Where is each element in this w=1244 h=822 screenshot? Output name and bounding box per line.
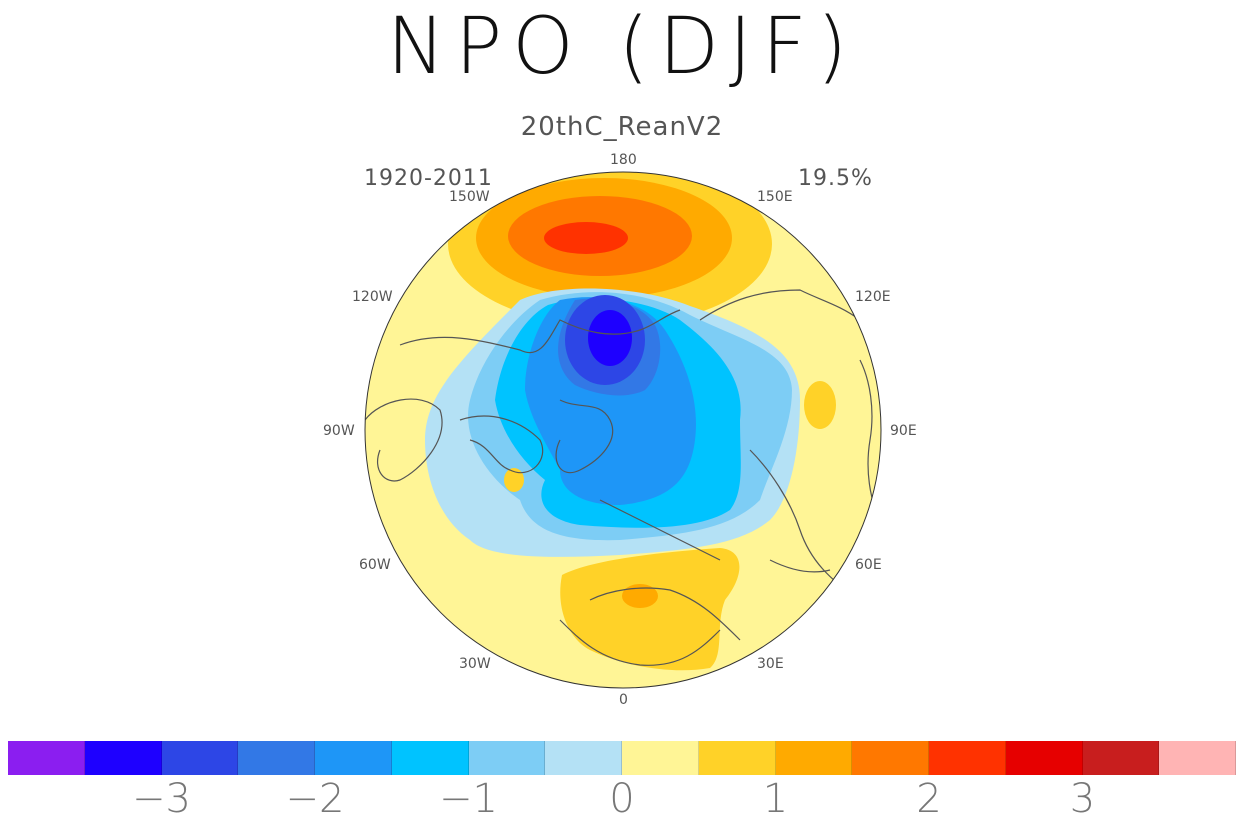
color-bar-box	[161, 741, 239, 775]
lon-label-60w: 60W	[359, 557, 391, 573]
figure-subtitle: 20thC_ReanV2	[520, 112, 724, 142]
color-bar-box	[545, 741, 622, 775]
color-bar-box	[1159, 741, 1236, 775]
color-bar-box	[622, 741, 699, 775]
lon-label-150e: 150E	[757, 189, 793, 205]
lon-label-180: 180	[610, 152, 637, 168]
figure-title: NPO (DJF)	[386, 2, 858, 92]
polar-map	[364, 171, 882, 689]
lon-label-90w: 90W	[323, 423, 355, 439]
color-bar-box	[468, 741, 546, 775]
siberia-positive	[804, 381, 836, 429]
color-bar-box	[775, 741, 853, 775]
color-bar	[8, 741, 1236, 775]
color-bar-box	[852, 741, 929, 775]
labrador-positive	[504, 468, 524, 492]
color-bar-tick-label: 3	[1069, 776, 1096, 822]
color-bar-tick-label: −2	[285, 776, 345, 822]
lon-label-0: 0	[619, 692, 628, 708]
lon-label-150w: 150W	[449, 189, 490, 205]
lon-label-30w: 30W	[459, 656, 491, 672]
pacific-positive-4	[544, 222, 628, 254]
color-bar-box	[929, 741, 1006, 775]
mediterranean-positive-1	[560, 548, 740, 671]
color-bar-tick-label: 2	[916, 776, 942, 822]
color-bar-box	[391, 741, 469, 775]
mediterranean-positive-2	[622, 584, 658, 608]
lon-label-30e: 30E	[757, 656, 784, 672]
anomaly-field	[365, 172, 881, 688]
color-bar-box	[315, 741, 392, 775]
color-bar-box	[84, 741, 162, 775]
explained-variance-label: 19.5%	[798, 166, 873, 191]
lon-label-120w: 120W	[352, 289, 393, 305]
negative-contour-6	[588, 310, 632, 366]
color-bar-box	[1082, 741, 1160, 775]
lon-label-60e: 60E	[855, 557, 882, 573]
lon-label-120e: 120E	[855, 289, 891, 305]
color-bar-tick-label: −1	[439, 776, 498, 822]
color-bar-tick-label: 1	[762, 776, 789, 822]
color-bar-box	[238, 741, 315, 775]
period-label: 1920-2011	[364, 166, 493, 191]
color-bar-tick-label: −3	[132, 776, 191, 822]
color-bar-box	[8, 741, 85, 775]
map-border	[364, 171, 882, 689]
color-bar-tick-label: 0	[609, 776, 635, 822]
color-bar-box	[698, 741, 776, 775]
lon-label-90e: 90E	[890, 423, 917, 439]
coastlines	[365, 289, 881, 666]
color-bar-box	[1005, 741, 1083, 775]
